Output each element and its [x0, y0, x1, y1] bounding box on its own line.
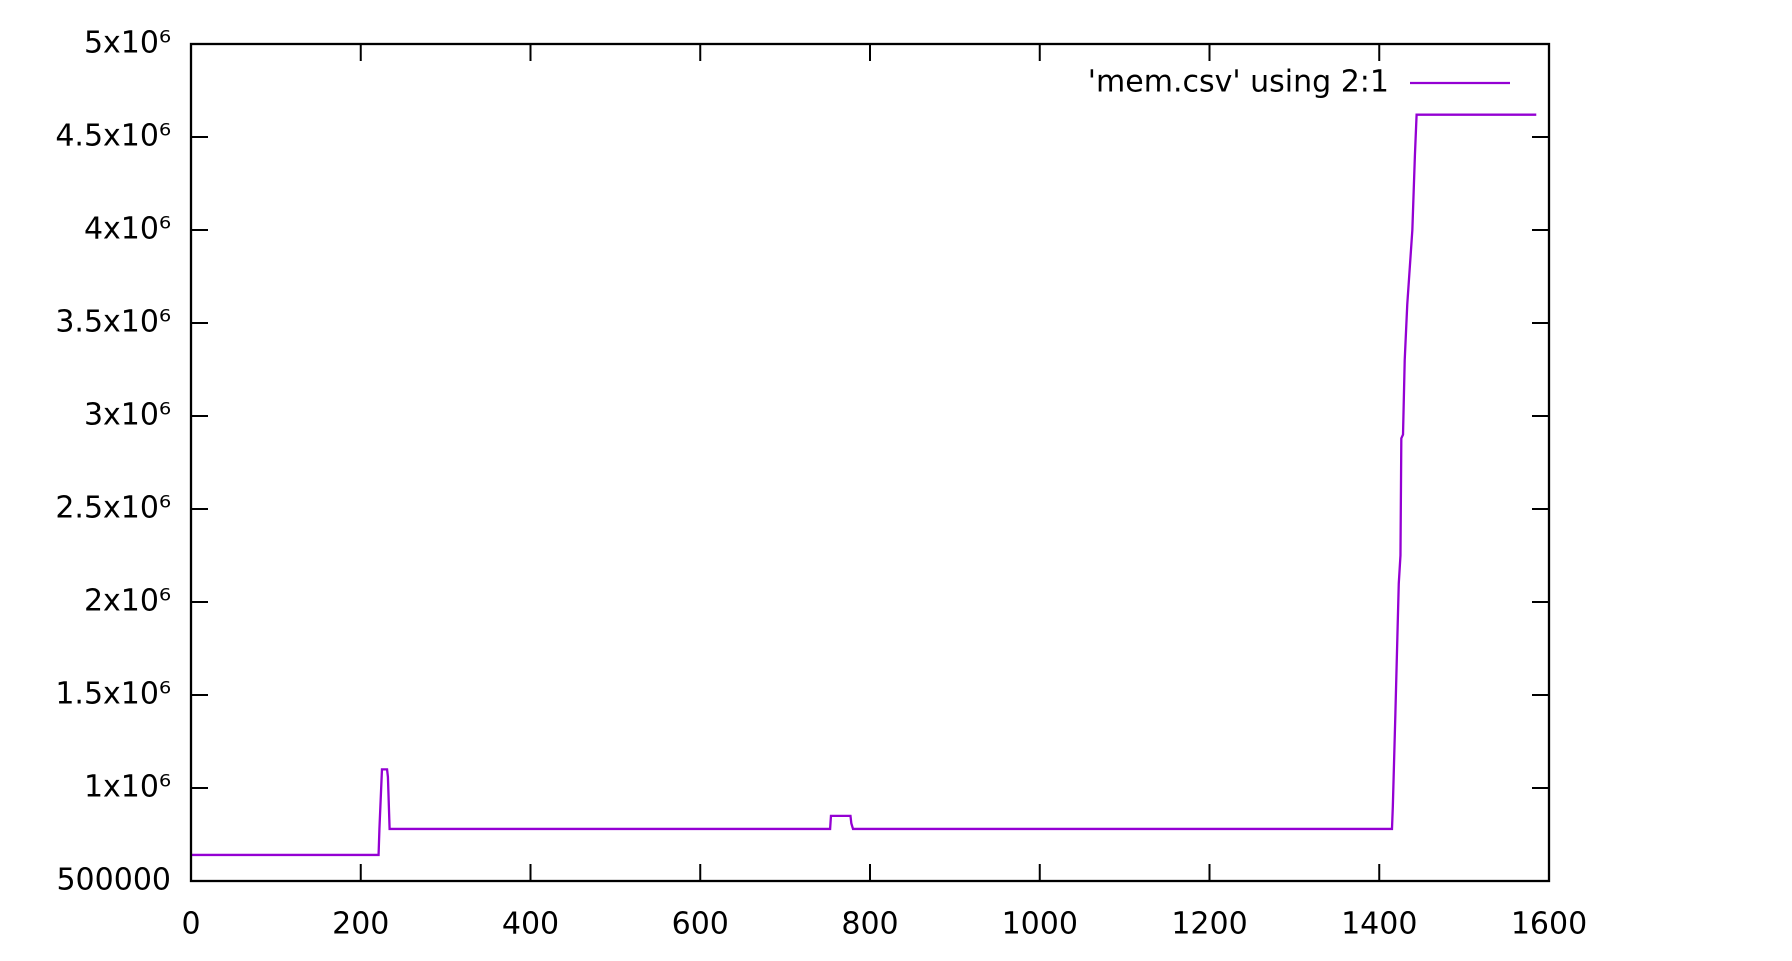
y-tick-label: 4.5x10⁶: [55, 119, 171, 154]
y-tick-label: 1.5x10⁶: [55, 677, 171, 712]
x-tick-label: 1400: [1341, 907, 1417, 942]
plot-border: [189, 42, 1551, 883]
x-tick-label: 1600: [1511, 907, 1587, 942]
y-tick-label: 4x10⁶: [84, 212, 171, 247]
y-tick-label: 500000: [56, 863, 171, 898]
y-tick-label: 5x10⁶: [84, 26, 171, 61]
data-line: [191, 113, 1537, 857]
y-tick-label: 3.5x10⁶: [55, 305, 171, 340]
y-tick-label: 2.5x10⁶: [55, 491, 171, 526]
x-tick-label: 1000: [1002, 907, 1078, 942]
x-tick-label: 800: [841, 907, 898, 942]
x-tick-label: 400: [502, 907, 559, 942]
x-tick-label: 200: [332, 907, 389, 942]
x-tick-label: 0: [181, 907, 200, 942]
y-tick-label: 1x10⁶: [84, 770, 171, 805]
legend-label: 'mem.csv' using 2:1: [1088, 65, 1389, 100]
y-tick-label: 2x10⁶: [84, 584, 171, 619]
y-tick-label: 3x10⁶: [84, 398, 171, 433]
x-tick-label: 1200: [1171, 907, 1247, 942]
x-tick-label: 600: [672, 907, 729, 942]
